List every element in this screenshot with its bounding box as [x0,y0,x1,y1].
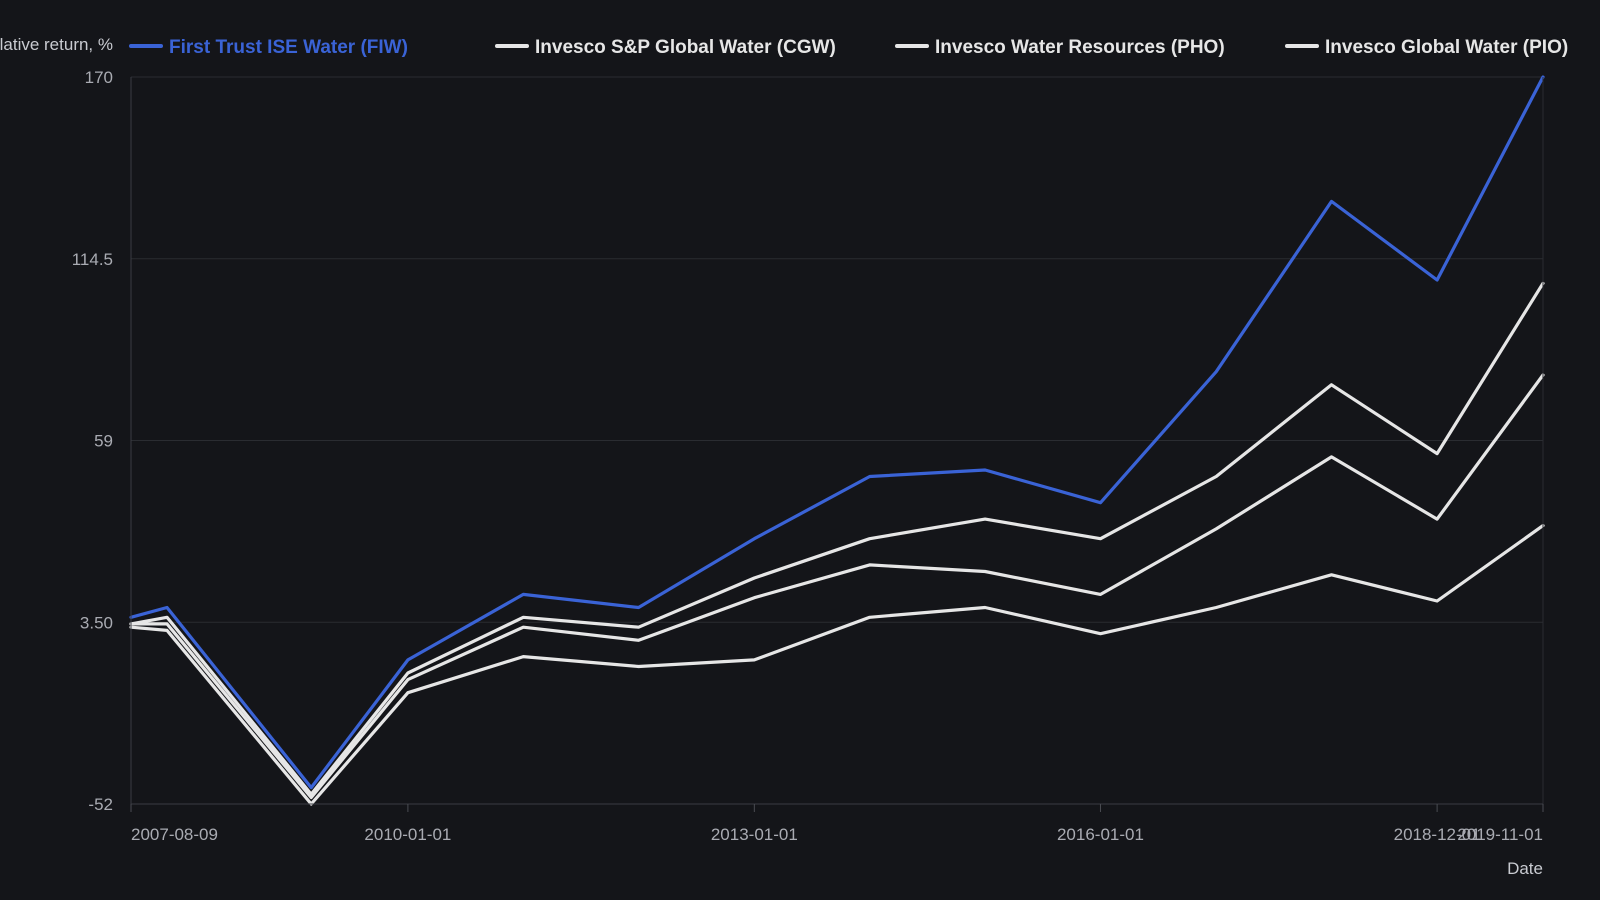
y-tick-label: 59 [94,432,113,451]
x-axis-title: Date [1507,859,1543,878]
legend-label: Invesco S&P Global Water (CGW) [535,37,836,58]
y-axis-title: Cumulative return, % [0,35,113,54]
x-tick-label: 2007-08-09 [131,825,218,844]
y-tick-label: 170 [85,68,113,87]
x-tick-label: 2013-01-01 [711,825,798,844]
x-tick-label: 2018-12-01 [1394,825,1481,844]
y-tick-label: -52 [88,795,113,814]
legend: First Trust ISE Water (FIW) Invesco S&P G… [129,37,1568,58]
series-lines [129,75,1545,806]
legend-label: First Trust ISE Water (FIW) [169,37,408,58]
y-tick-label: 114.5 [72,250,113,269]
legend-label: Invesco Global Water (PIO) [1325,37,1568,58]
series-line [129,524,1545,806]
series-line [129,373,1545,800]
legend-label: Invesco Water Resources (PHO) [935,37,1225,58]
grid [131,76,1543,623]
series-line [129,75,1545,790]
axes: 170 114.5 59 3.50 -52 2007-08-09 2010-01-01 201… [72,68,1544,844]
series-line [129,281,1545,796]
x-tick-label: 2019-11-01 [1457,825,1543,844]
x-tick-label: 2016-01-01 [1057,825,1144,844]
x-tick-label: 2010-01-01 [364,825,451,844]
y-tick-label: 3.50 [80,613,113,632]
